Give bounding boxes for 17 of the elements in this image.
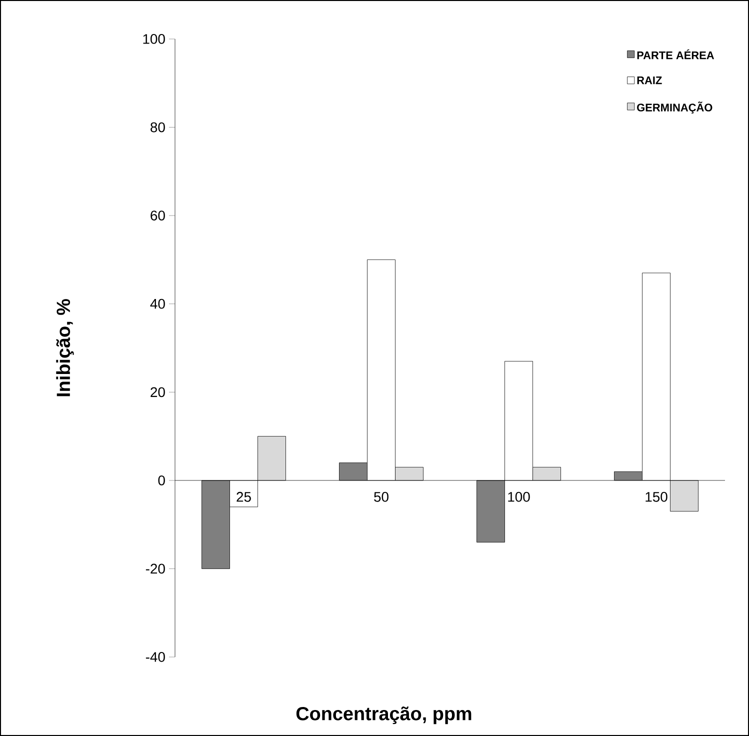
legend-label: PARTE AÉREA <box>637 49 714 60</box>
legend-label: RAIZ <box>637 76 662 84</box>
y-axis-title: Inibição, % <box>56 299 74 396</box>
x-tick-label: 100 <box>508 492 530 502</box>
y-tick-label: -20 <box>146 564 165 574</box>
x-axis-title: Concentração, ppm <box>296 706 472 724</box>
y-tick-label: 20 <box>150 387 165 398</box>
y-tick-label: 40 <box>150 298 165 309</box>
x-tick-label: 50 <box>374 492 388 502</box>
x-tick-label: 25 <box>236 492 251 502</box>
legend-label: GERMINAÇÃO <box>637 102 712 114</box>
y-tick-label: -40 <box>146 652 165 662</box>
x-tick-label: 150 <box>646 492 668 502</box>
y-tick-label: 80 <box>150 122 165 132</box>
y-tick-label: 100 <box>143 34 165 44</box>
y-tick-label: 0 <box>158 475 165 486</box>
y-tick-label: 60 <box>150 210 165 221</box>
